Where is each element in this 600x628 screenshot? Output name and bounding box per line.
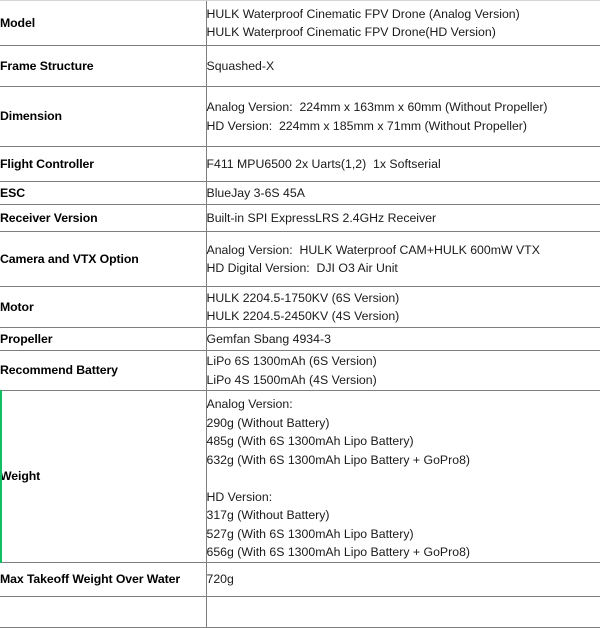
row-label-dimension[interactable]: Dimension xyxy=(0,86,207,147)
row-value-empty[interactable] xyxy=(206,595,600,628)
value-line: 632g (With 6S 1300mAh Lipo Battery + GoP… xyxy=(206,452,471,467)
row-value-receiver-version[interactable]: Built-in SPI ExpressLRS 2.4GHz Receiver xyxy=(206,204,600,232)
row-label-camera-vtx-option[interactable]: Camera and VTX Option xyxy=(0,231,207,287)
table-row: ESC BlueJay 3-6S 45A xyxy=(0,181,600,205)
row-label-flight-controller[interactable]: Flight Controller xyxy=(0,146,207,182)
value-line: BlueJay 3-6S 45A xyxy=(206,185,305,200)
table-row: Motor HULK 2204.5-1750KV (6S Version) HU… xyxy=(0,286,600,328)
table-row: Recommend Battery LiPo 6S 1300mAh (6S Ve… xyxy=(0,350,600,391)
table-row-partial xyxy=(0,595,600,628)
value-line: HULK 2204.5-2450KV (4S Version) xyxy=(206,309,400,323)
row-value-recommend-battery[interactable]: LiPo 6S 1300mAh (6S Version) LiPo 4S 150… xyxy=(206,350,600,391)
row-value-propeller[interactable]: Gemfan Sbang 4934-3 xyxy=(206,327,600,351)
row-label-model[interactable]: Model xyxy=(0,0,207,46)
table-row: Weight Analog Version: 290g (Without Bat… xyxy=(0,390,600,563)
table-row: Propeller Gemfan Sbang 4934-3 xyxy=(0,327,600,351)
row-value-model[interactable]: HULK Waterproof Cinematic FPV Drone (Ana… xyxy=(206,0,600,46)
value-line: HD Version: 224mm x 185mm x 71mm (Withou… xyxy=(206,118,528,133)
row-value-frame-structure[interactable]: Squashed-X xyxy=(206,45,600,87)
value-line: 720g xyxy=(206,571,234,586)
row-label-frame-structure[interactable]: Frame Structure xyxy=(0,45,207,87)
row-value-flight-controller[interactable]: F411 MPU6500 2x Uarts(1,2) 1x Softserial xyxy=(206,146,600,182)
value-line: 485g (With 6S 1300mAh Lipo Battery) xyxy=(206,434,414,448)
row-label-recommend-battery[interactable]: Recommend Battery xyxy=(0,350,207,391)
row-value-weight[interactable]: Analog Version: 290g (Without Battery) 4… xyxy=(206,390,600,563)
row-value-max-takeoff-weight[interactable]: 720g xyxy=(206,561,600,597)
row-label-propeller[interactable]: Propeller xyxy=(0,327,207,351)
row-label-empty[interactable] xyxy=(0,595,207,628)
table-row: Max Takeoff Weight Over Water 720g xyxy=(0,561,600,597)
row-value-esc[interactable]: BlueJay 3-6S 45A xyxy=(206,181,600,205)
value-line: 527g (With 6S 1300mAh Lipo Battery) xyxy=(206,526,414,541)
value-line: Gemfan Sbang 4934-3 xyxy=(206,331,331,346)
row-value-dimension[interactable]: Analog Version: 224mm x 163mm x 60mm (Wi… xyxy=(206,86,600,147)
row-label-receiver-version[interactable]: Receiver Version xyxy=(0,204,207,232)
value-line: F411 MPU6500 2x Uarts(1,2) 1x Softserial xyxy=(206,156,441,171)
row-value-camera-vtx-option[interactable]: Analog Version: HULK Waterproof CAM+HULK… xyxy=(206,231,600,287)
value-line-spacer xyxy=(207,469,600,488)
table-row: Dimension Analog Version: 224mm x 163mm … xyxy=(0,86,600,147)
value-line: 317g (Without Battery) xyxy=(206,508,330,522)
value-line: LiPo 6S 1300mAh (6S Version) xyxy=(206,354,377,368)
value-line: LiPo 4S 1500mAh (4S Version) xyxy=(206,372,377,387)
value-line: HULK Waterproof Cinematic FPV Drone(HD V… xyxy=(206,25,496,39)
value-line: Squashed-X xyxy=(206,58,275,73)
value-line: Built-in SPI ExpressLRS 2.4GHz Receiver xyxy=(206,210,437,225)
value-line: Analog Version: 224mm x 163mm x 60mm (Wi… xyxy=(206,100,548,114)
value-line: 290g (Without Battery) xyxy=(206,415,330,430)
value-line: HULK 2204.5-1750KV (6S Version) xyxy=(206,290,400,305)
value-line: HULK Waterproof Cinematic FPV Drone (Ana… xyxy=(206,6,520,21)
table-row: Frame Structure Squashed-X xyxy=(0,45,600,87)
table-row: Flight Controller F411 MPU6500 2x Uarts(… xyxy=(0,146,600,182)
table-row: Model HULK Waterproof Cinematic FPV Dron… xyxy=(0,0,600,46)
row-label-weight[interactable]: Weight xyxy=(0,390,207,563)
table-row: Camera and VTX Option Analog Version: HU… xyxy=(0,231,600,287)
row-value-motor[interactable]: HULK 2204.5-1750KV (6S Version) HULK 220… xyxy=(206,286,600,328)
row-label-motor[interactable]: Motor xyxy=(0,286,207,328)
value-line: Analog Version: xyxy=(206,397,293,411)
value-line: Analog Version: HULK Waterproof CAM+HULK… xyxy=(206,242,540,257)
table-row: Receiver Version Built-in SPI ExpressLRS… xyxy=(0,204,600,232)
value-line: 656g (With 6S 1300mAh Lipo Battery + GoP… xyxy=(206,545,471,559)
row-label-max-takeoff-weight[interactable]: Max Takeoff Weight Over Water xyxy=(0,561,207,597)
row-label-esc[interactable]: ESC xyxy=(0,181,207,205)
value-line: HD Digital Version: DJI O3 Air Unit xyxy=(206,261,398,275)
value-line: HD Version: xyxy=(206,489,273,504)
top-divider xyxy=(0,0,600,1)
